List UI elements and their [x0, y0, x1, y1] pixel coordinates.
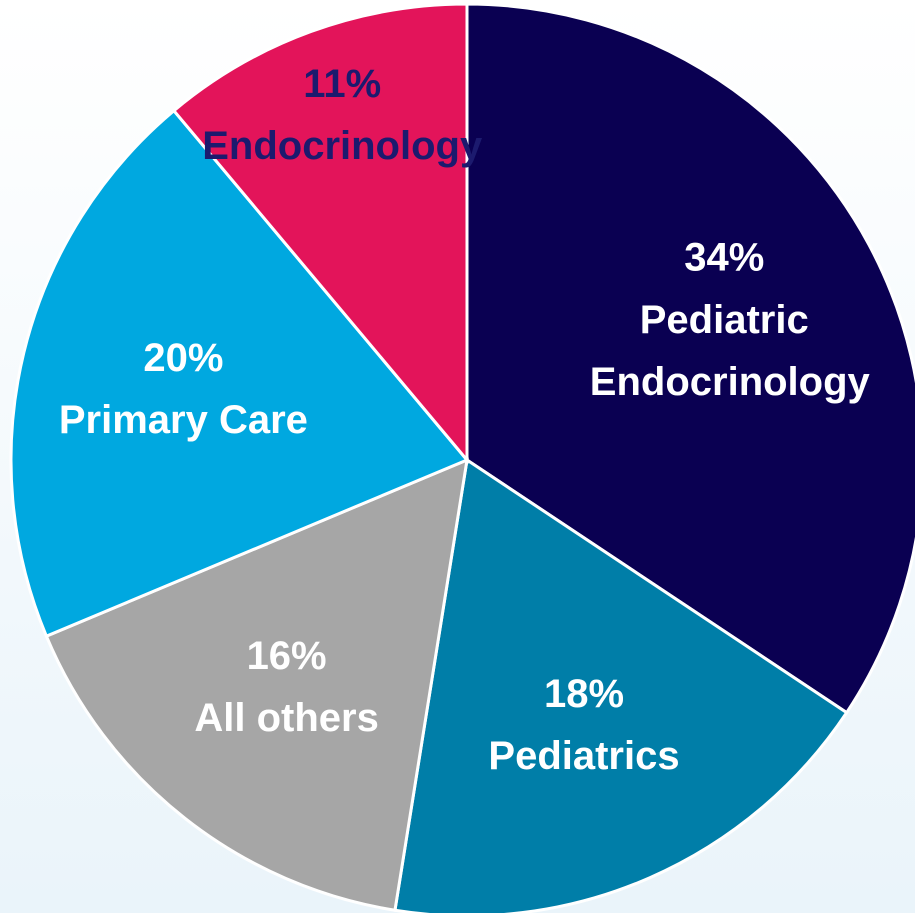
category-label: All others [194, 696, 378, 740]
pie-slice [171, 2, 469, 465]
category-label: Pediatrics [488, 734, 679, 778]
pie-slice [393, 457, 849, 913]
category-label: Primary Care [59, 398, 308, 442]
category-label: Endocrinology [202, 124, 483, 168]
pie-slice [465, 2, 915, 715]
category-label: Pediatric Endocrinology [579, 298, 871, 404]
value-label: 16% [247, 634, 327, 678]
pie-slice [44, 457, 469, 912]
value-label: 11% [303, 62, 381, 106]
value-label: 20% [143, 336, 223, 380]
pie-slice [9, 108, 470, 639]
value-label: 34% [684, 236, 764, 280]
value-label: 18% [544, 672, 624, 716]
